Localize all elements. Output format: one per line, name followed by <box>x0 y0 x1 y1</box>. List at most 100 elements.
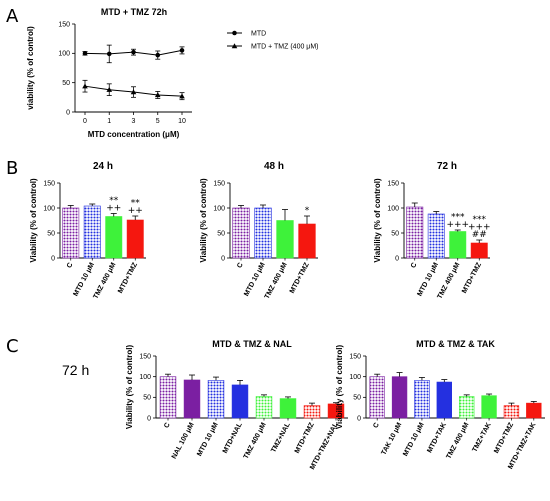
chart-b3-x-tick-label: MTD 10 μM <box>416 262 440 298</box>
chart-b1-bar <box>62 207 80 259</box>
chart-a-x-tick-label: 1 <box>107 118 111 125</box>
chart-c2-x-tick-label: MTD 10 μM <box>402 422 426 458</box>
chart-b2-bar <box>232 207 250 259</box>
panel-letter-b: B <box>6 158 18 179</box>
chart-b3-y-tick-label: 0 <box>395 255 399 262</box>
chart-c1-y-axis-label: Viability (% of control) <box>125 345 134 430</box>
chart-c2-y-tick-label: 100 <box>349 374 361 381</box>
chart-c1-bar <box>159 376 177 419</box>
chart-c1-bar <box>183 379 201 419</box>
chart-b2-y-axis-label: Viability (% of control) <box>199 178 208 263</box>
data-point-mtd-tmz <box>82 83 88 89</box>
chart-c1-x-tick-label: MTD 10 μM <box>196 422 220 458</box>
data-point-mtd <box>82 51 88 56</box>
chart-c2-bar <box>391 376 408 419</box>
chart-c1-bar <box>279 398 297 419</box>
chart-c1-y-tick-label: 150 <box>139 353 151 360</box>
chart-c2-x-tick-label: MTD+TAK <box>426 422 448 455</box>
chart-b3-significance-mark: +++ <box>446 220 469 230</box>
chart-c1-bar <box>255 396 273 419</box>
chart-a-x-tick-label: 3 <box>132 118 136 125</box>
chart-b3-significance-mark: ## <box>472 230 487 240</box>
chart-c1-bar <box>207 380 225 419</box>
chart-b1-bar <box>126 219 144 259</box>
chart-a-title: MTD + TMZ 72h <box>101 7 167 17</box>
chart-b2-significance-mark: * <box>305 206 310 216</box>
chart-a-y-tick-label: 100 <box>58 51 70 58</box>
data-point-mtd <box>131 49 136 55</box>
chart-b1-significance-mark: ++ <box>128 206 143 216</box>
chart-c1-y-tick-label: 0 <box>147 415 151 422</box>
chart-c2-x-tick-label: TMZ+TAK <box>471 422 492 454</box>
chart-a-y-tick-label: 0 <box>66 109 70 116</box>
chart-b1-y-axis-label: Viability (% of control) <box>29 178 38 263</box>
chart-b2-x-tick-label: MTD 10 μM <box>243 262 267 298</box>
chart-c2-x-tick-label: C <box>372 422 381 430</box>
panel-letter-a: A <box>6 6 19 27</box>
data-point-mtd-tmz <box>179 93 185 99</box>
chart-c2-bar <box>503 405 520 419</box>
chart-b3-x-tick-label: TMZ 400 μM <box>437 262 462 301</box>
chart-b1-significance-mark: ** <box>109 196 119 206</box>
chart-b1-bar <box>83 205 101 259</box>
chart-b3-y-tick-label: 100 <box>387 205 399 212</box>
chart-c1-y-tick-label: 100 <box>139 374 151 381</box>
chart-b1-title: 24 h <box>93 161 113 172</box>
chart-c2-x-tick-label: TMZ 400 μM <box>445 422 470 461</box>
data-point-mtd <box>155 52 161 58</box>
chart-b2-bar <box>298 223 316 259</box>
chart-b1-significance-mark: ** <box>131 199 141 209</box>
chart-c2-bar <box>369 376 385 419</box>
chart-b2-bar <box>254 207 272 259</box>
chart-a-y-tick-label: 150 <box>58 21 70 28</box>
chart-b2-y-tick-label: 150 <box>213 180 225 187</box>
chart-c2-bar <box>526 402 542 419</box>
chart-c1-x-tick-label: TMZ 400 μM <box>243 422 268 461</box>
chart-b2-bar <box>276 220 294 259</box>
legend-marker-circle <box>232 30 237 36</box>
legend-marker-triangle <box>231 43 238 49</box>
data-point-mtd <box>179 48 185 53</box>
chart-c2-x-tick-label: TAK 10 μM <box>380 422 403 457</box>
chart-b3-bar <box>470 242 488 259</box>
chart-b2-x-tick-label: MTD+TMZ <box>289 261 311 295</box>
data-point-mtd-tmz <box>130 89 137 95</box>
chart-a-y-tick-label: 50 <box>62 80 70 87</box>
chart-c1-x-tick-label: TMZ+NAL <box>270 421 292 454</box>
chart-c2-bar <box>481 395 497 419</box>
chart-a-x-tick-label: 10 <box>178 118 186 125</box>
chart-b1-x-tick-label: MTD 10 μM <box>72 262 96 298</box>
chart-b3-y-tick-label: 150 <box>387 180 399 187</box>
chart-c1-bar <box>303 405 321 419</box>
chart-c1-bar <box>231 384 249 419</box>
chart-c2-y-axis-label: Viability (% of control) <box>335 345 344 430</box>
legend-label: MTD <box>251 31 266 38</box>
side-label-72h: 72 h <box>62 362 89 378</box>
chart-a-x-tick-label: 0 <box>83 118 87 125</box>
chart-c1-x-tick-label: NAL 100 μM <box>171 422 196 461</box>
chart-b2-y-tick-label: 100 <box>213 205 225 212</box>
chart-b3-significance-mark: *** <box>451 213 465 223</box>
data-point-mtd <box>106 51 112 57</box>
chart-b1-y-tick-label: 100 <box>43 205 55 212</box>
data-point-mtd-tmz <box>154 92 161 98</box>
data-point-mtd-tmz <box>106 86 113 92</box>
chart-b1-x-tick-label: TMZ 400 μM <box>93 262 118 301</box>
chart-c1-x-tick-label: MTD+NAL <box>222 421 244 455</box>
chart-b2-title: 48 h <box>264 161 284 172</box>
bar-chart-c1: MTD & TMZ & NAL 0 50 100 150 Viability (% of … <box>125 339 348 471</box>
chart-a-x-tick-label: 5 <box>156 118 160 125</box>
chart-b1-x-tick-label: MTD+TMZ <box>117 261 139 295</box>
chart-a-y-axis-label: viability (% of control) <box>26 26 35 110</box>
chart-b1-y-tick-label: 150 <box>43 180 55 187</box>
chart-b3-bar <box>427 213 445 259</box>
legend-label: MTD + TMZ (400 μM) <box>251 44 319 51</box>
chart-c1-title: MTD & TMZ & NAL <box>212 339 292 349</box>
chart-b3-significance-mark: *** <box>473 215 487 225</box>
chart-b1-y-tick-label: 50 <box>47 230 55 237</box>
